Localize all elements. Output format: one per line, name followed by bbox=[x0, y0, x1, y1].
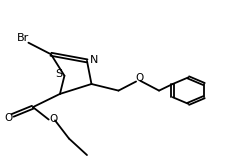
Text: Br: Br bbox=[17, 33, 29, 43]
Text: O: O bbox=[4, 113, 12, 123]
Text: N: N bbox=[89, 55, 97, 65]
Text: O: O bbox=[49, 114, 57, 124]
Text: S: S bbox=[55, 69, 62, 79]
Text: O: O bbox=[135, 73, 143, 83]
